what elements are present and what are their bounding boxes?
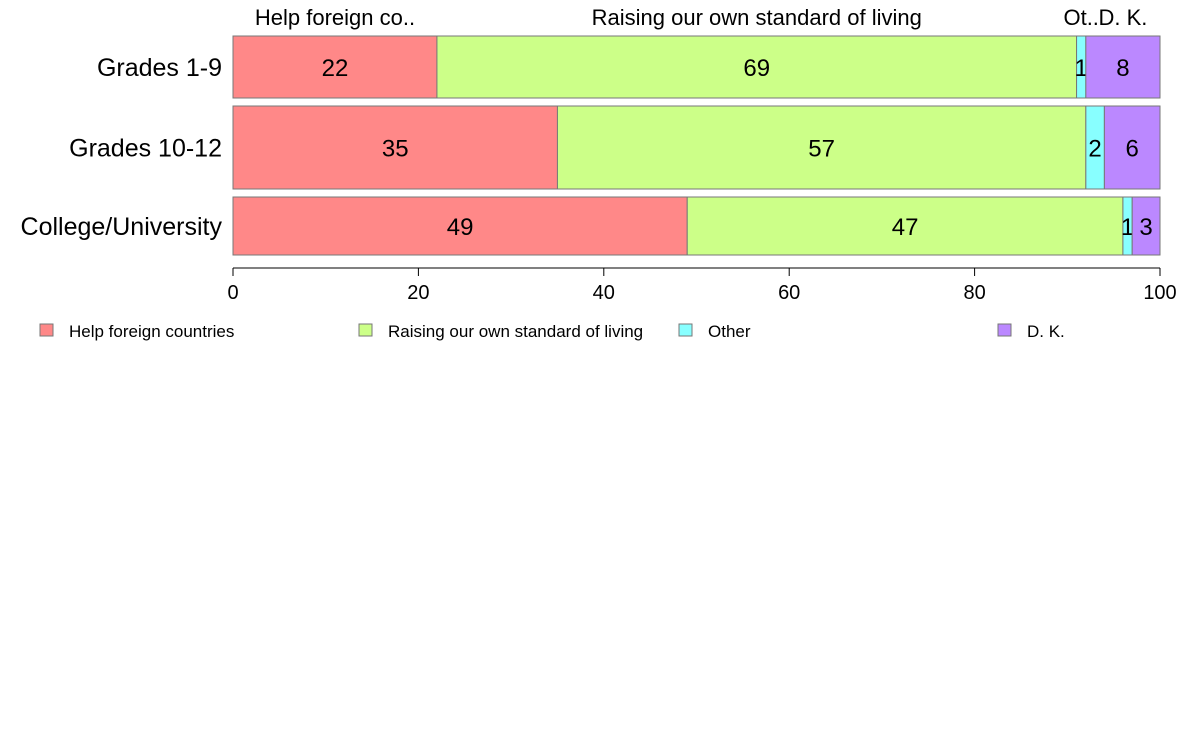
series-header-label: Ot.. <box>1063 5 1098 30</box>
x-tick-label: 20 <box>407 282 429 304</box>
bar-segment <box>1103 105 1161 190</box>
bar-segment <box>556 105 1087 190</box>
legend: Help foreign countries Raising our own st… <box>39 322 1065 341</box>
data-label: 1 <box>1121 214 1134 241</box>
bar-segment <box>232 196 688 256</box>
x-tick-label: 80 <box>963 282 985 304</box>
series-header-labels: Help foreign co.. Raising our own standar… <box>255 5 1148 30</box>
data-label: 1 <box>1075 55 1088 82</box>
bar-segment <box>686 196 1124 256</box>
data-label: 69 <box>743 55 770 82</box>
legend-label: Help foreign countries <box>69 322 234 341</box>
legend-swatch <box>997 323 1012 337</box>
category-label-grades-1-9: Grades 1-9 <box>97 54 222 82</box>
legend-swatch <box>39 323 54 337</box>
series-header-label: D. K. <box>1098 5 1147 30</box>
x-tick-label: 40 <box>593 282 615 304</box>
category-label-college-university: College/University <box>21 213 223 241</box>
data-label: 22 <box>322 55 349 82</box>
data-label: 6 <box>1126 136 1139 163</box>
data-label: 49 <box>447 214 474 241</box>
series-header-label: Help foreign co.. <box>255 5 415 30</box>
data-label: 2 <box>1088 136 1101 163</box>
legend-swatch <box>678 323 693 337</box>
bar-segment <box>232 105 558 190</box>
data-label: 47 <box>892 214 919 241</box>
x-tick-label: 0 <box>227 282 238 304</box>
legend-label: D. K. <box>1027 322 1065 341</box>
data-label: 3 <box>1139 214 1152 241</box>
bar-segment <box>436 35 1078 99</box>
bar-segment <box>1085 35 1161 99</box>
data-label: 57 <box>808 136 835 163</box>
bar-segment <box>1131 196 1161 256</box>
bars: 22 69 1 835 57 2 649 47 1 3 <box>232 35 1161 256</box>
legend-label: Raising our own standard of living <box>388 322 643 341</box>
x-axis: 0 20 40 60 80 100 <box>227 267 1177 304</box>
bar-segment <box>232 35 438 99</box>
legend-label: Other <box>708 322 751 341</box>
data-label: 8 <box>1116 55 1129 82</box>
category-label-grades-10-12: Grades 10-12 <box>69 135 222 163</box>
x-tick-label: 100 <box>1143 282 1176 304</box>
legend-swatch <box>358 323 373 337</box>
x-tick-label: 60 <box>778 282 800 304</box>
data-label: 35 <box>382 136 409 163</box>
category-labels: Grades 1-9 Grades 10-12 College/University <box>21 54 223 241</box>
series-header-label: Raising our own standard of living <box>592 5 922 30</box>
